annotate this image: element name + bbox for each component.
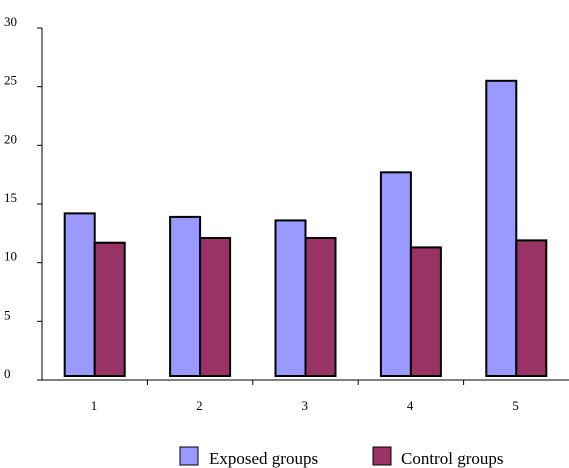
- y-tick-label: 20: [4, 131, 17, 146]
- legend-swatch-exposed: [179, 446, 199, 466]
- x-tick-group: 1 2 3 4 5: [91, 380, 519, 413]
- bar-exposed-5: [485, 79, 518, 378]
- legend-label-control: Control groups: [401, 449, 503, 468]
- legend-label-exposed: Exposed groups: [209, 449, 318, 468]
- x-tick-label: 3: [302, 398, 309, 413]
- y-tick-label: 0: [4, 366, 11, 381]
- legend-swatch-control: [372, 446, 392, 466]
- y-tick-label: 30: [4, 14, 17, 29]
- x-tick-label: 4: [407, 398, 414, 413]
- legend-item-control: Control groups: [372, 446, 503, 468]
- bar-group: [63, 79, 548, 378]
- legend: Exposed groups Control groups: [179, 446, 503, 468]
- legend-item-exposed: Exposed groups: [179, 446, 318, 468]
- bar-control-2: [199, 237, 232, 377]
- y-tick-group: 0 5 10 15 20 25 30: [4, 14, 42, 381]
- y-tick-label: 10: [4, 249, 17, 264]
- x-tick-label: 1: [91, 398, 98, 413]
- y-tick-label: 15: [4, 190, 17, 205]
- x-tick-label: 5: [512, 398, 519, 413]
- bar-control-3: [304, 237, 337, 377]
- bar-exposed-2: [169, 215, 202, 377]
- bar-control-5: [515, 239, 548, 377]
- bar-control-1: [93, 241, 126, 377]
- bar-exposed-4: [379, 171, 412, 377]
- bar-exposed-3: [274, 219, 307, 377]
- y-tick-label: 25: [4, 73, 17, 88]
- bar-exposed-1: [63, 212, 96, 377]
- bar-control-4: [409, 246, 442, 377]
- x-tick-label: 2: [196, 398, 203, 413]
- y-tick-label: 5: [4, 307, 11, 322]
